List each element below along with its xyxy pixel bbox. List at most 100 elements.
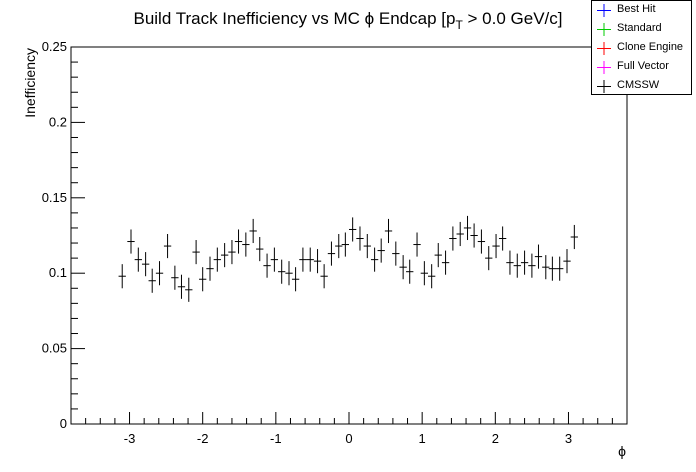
data-point [498, 226, 507, 251]
data-point [192, 240, 200, 265]
data-point [299, 247, 307, 272]
legend-label: Clone Engine [617, 41, 684, 53]
data-point [320, 264, 328, 289]
data-point [341, 232, 349, 257]
data-point [349, 217, 357, 242]
legend-label: CMSSW [617, 79, 660, 91]
chart-title-main: Build Track Inefficiency vs MC ϕ Endcap … [133, 9, 455, 28]
data-point [134, 247, 142, 272]
y-tick-label: 0.25 [42, 39, 67, 54]
x-tick-label: -2 [197, 431, 209, 446]
chart-title-subscript: T [455, 18, 463, 32]
plot-frame [70, 46, 628, 425]
data-point [285, 261, 293, 286]
data-point [520, 250, 529, 275]
legend-marker-icon [597, 4, 611, 17]
legend-label: Full Vector [617, 60, 669, 72]
x-tick-label: -3 [124, 431, 136, 446]
data-point [163, 233, 172, 259]
data-point [556, 256, 564, 281]
data-point [171, 265, 179, 290]
data-point [384, 218, 393, 244]
data-point [270, 247, 279, 272]
data-point [528, 253, 536, 278]
data-point [363, 233, 371, 259]
data-point [327, 241, 336, 266]
y-axis-ticks: 0 0.05 0.1 0.15 0.2 0.25 [42, 39, 85, 431]
data-point [392, 241, 400, 266]
x-axis-ticks: -3 -2 -1 0 1 2 3 [70, 412, 628, 446]
x-tick-label: -1 [270, 431, 282, 446]
data-point [370, 247, 379, 272]
data-point [456, 221, 464, 247]
data-point [377, 238, 385, 263]
data-point [220, 243, 229, 268]
data-point [413, 232, 421, 257]
legend-marker-icon [597, 42, 611, 55]
legend: Best Hit Standard Clone Engine Full Vector C… [591, 0, 692, 95]
data-point [428, 264, 436, 289]
x-tick-label: 1 [419, 431, 426, 446]
data-point [127, 229, 135, 254]
data-point [399, 255, 407, 280]
y-tick-label: 0.2 [49, 114, 67, 129]
legend-label: Best Hit [617, 3, 656, 15]
chart-title-tail: > 0.0 GeV/c] [463, 9, 563, 28]
data-point [234, 229, 243, 254]
legend-marker-icon [597, 80, 611, 93]
data-point [534, 244, 543, 269]
data-point [506, 250, 514, 275]
data-point [249, 218, 257, 244]
legend-entry: Full Vector [592, 58, 691, 77]
data-point [441, 250, 450, 275]
data-points [118, 215, 578, 302]
y-tick-label: 0.1 [49, 265, 67, 280]
data-point [406, 259, 414, 284]
y-tick-label: 0.15 [42, 190, 67, 205]
x-tick-label: 3 [565, 431, 572, 446]
data-point [449, 226, 457, 251]
data-point [118, 264, 126, 289]
data-point [485, 246, 493, 271]
data-point [228, 240, 236, 265]
legend-entry: Best Hit [592, 1, 691, 20]
data-point [148, 268, 156, 293]
data-point [177, 274, 186, 299]
x-tick-label: 0 [345, 431, 352, 446]
legend-entry: Clone Engine [592, 39, 691, 58]
x-axis-label: ϕ [618, 443, 626, 459]
data-point [185, 277, 193, 302]
data-point [155, 261, 164, 286]
data-point [570, 224, 578, 250]
data-point [420, 261, 429, 286]
data-point [356, 226, 364, 251]
legend-marker-icon [597, 61, 611, 74]
data-point [206, 256, 214, 281]
data-point [470, 223, 478, 248]
y-tick-label: 0 [60, 416, 67, 431]
legend-label: Standard [617, 22, 662, 34]
data-point [306, 247, 314, 272]
y-axis-label: Inefficiency [22, 48, 38, 118]
data-point [199, 267, 207, 292]
data-point [542, 255, 550, 280]
data-point [548, 256, 557, 281]
y-tick-label: 0.05 [42, 341, 67, 356]
data-point [313, 249, 322, 274]
legend-entry: CMSSW [592, 77, 691, 96]
legend-entry: Standard [592, 20, 691, 39]
data-point [563, 249, 571, 274]
data-point [278, 259, 286, 284]
data-point [213, 247, 221, 272]
data-point [335, 233, 343, 259]
legend-marker-icon [597, 23, 611, 36]
data-point [263, 253, 271, 278]
data-point [492, 233, 500, 259]
data-point [141, 252, 150, 277]
data-point [463, 215, 472, 241]
data-point [477, 229, 486, 254]
data-point [242, 232, 250, 257]
data-point [291, 267, 300, 292]
data-point [256, 237, 264, 262]
